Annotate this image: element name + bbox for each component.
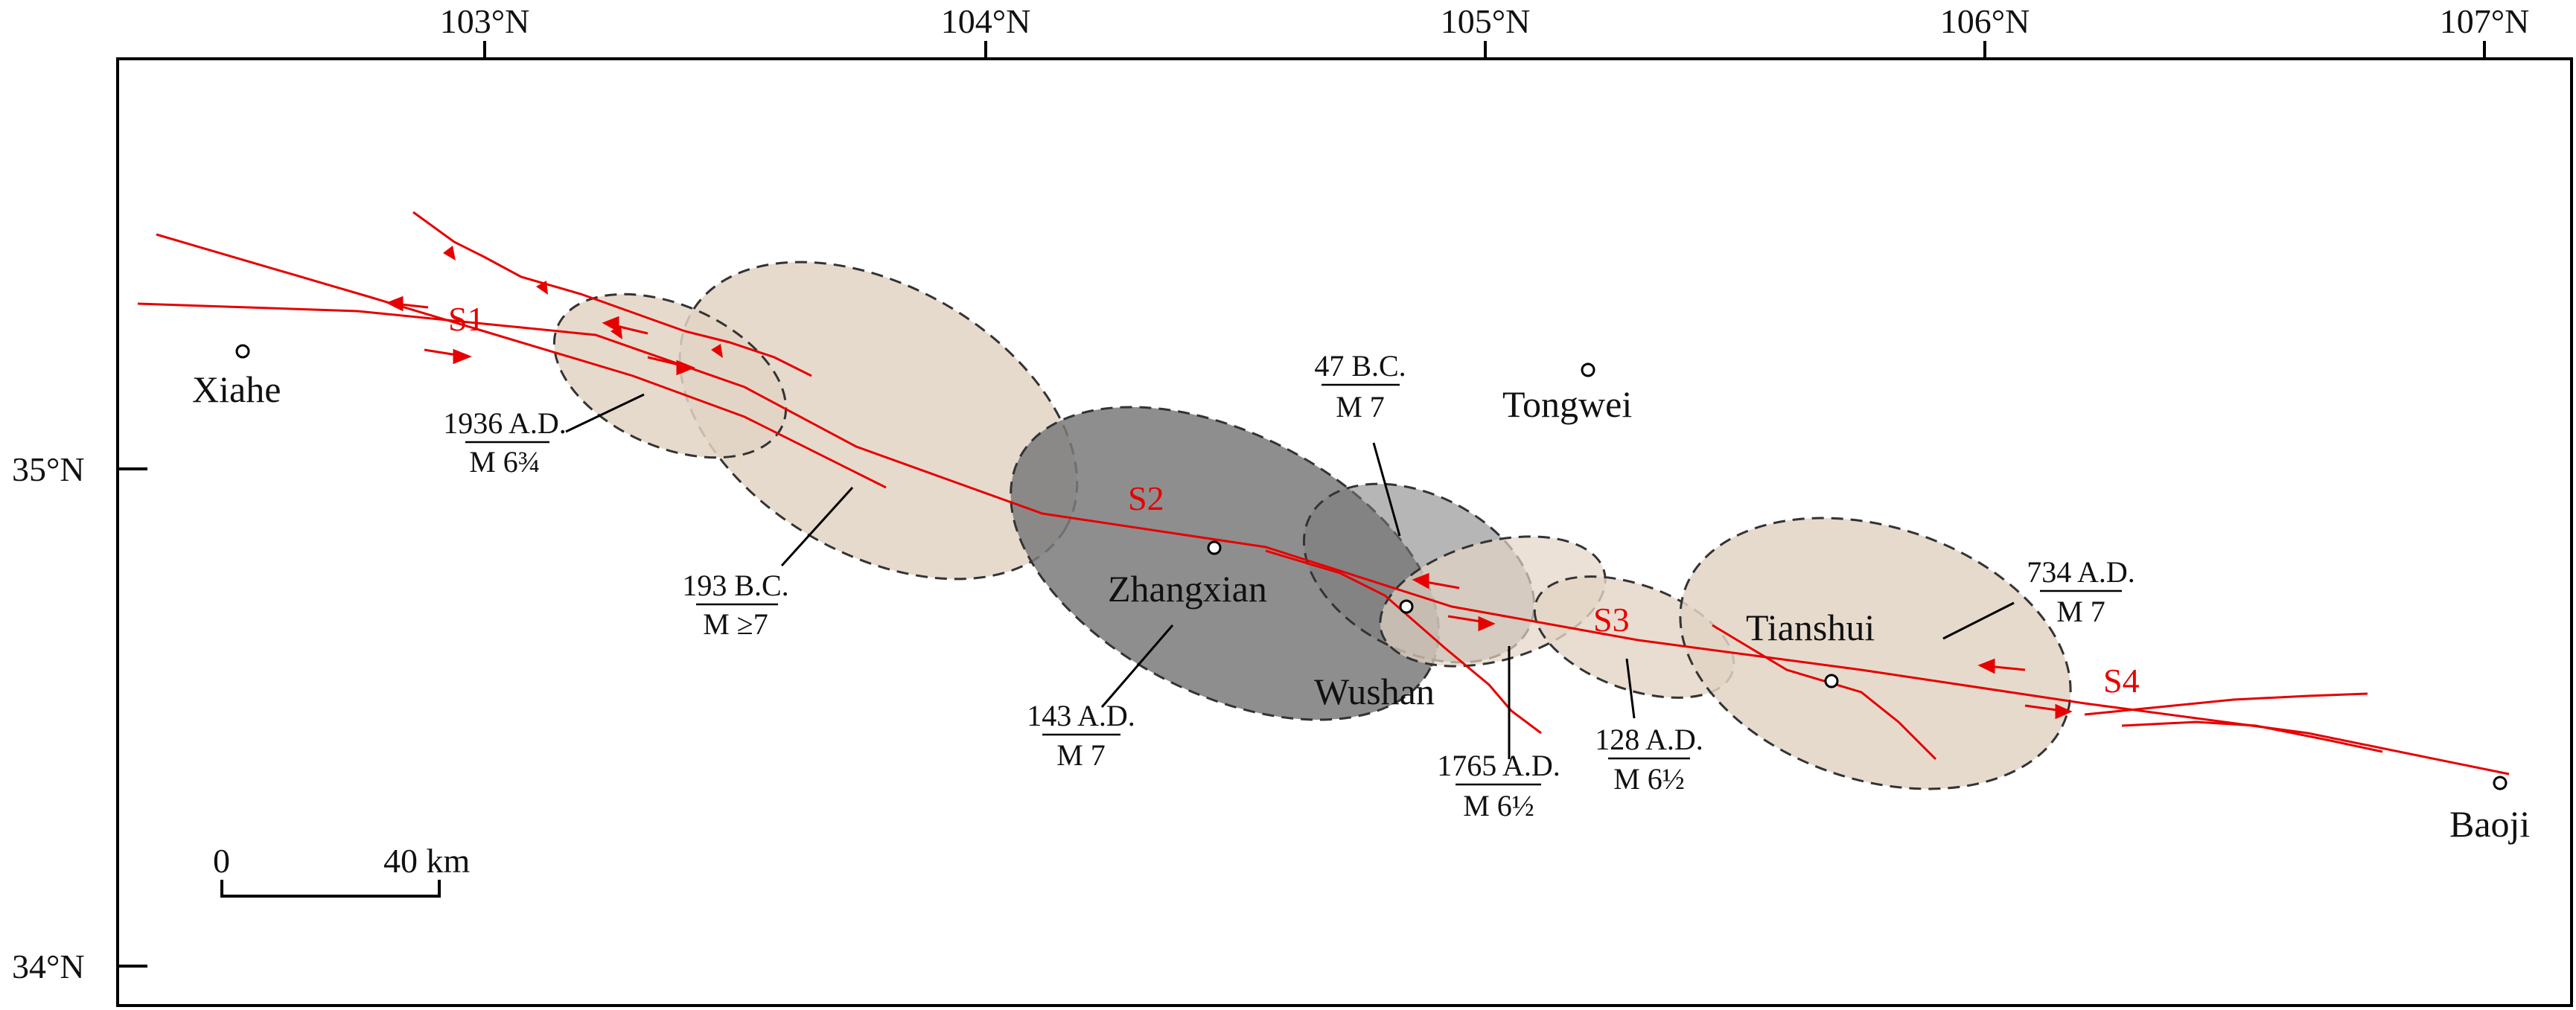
quake-date-1765: 1765 A.D. bbox=[1437, 749, 1560, 782]
thrust-barbs bbox=[443, 246, 723, 358]
barb-2 bbox=[536, 281, 548, 295]
arrow-s1-left-head bbox=[386, 295, 404, 312]
quake-magnitude-1936: M 6¾ bbox=[469, 445, 541, 479]
fault-trace-s4-upper bbox=[2084, 692, 2368, 716]
latitude-label-35: 35°N bbox=[12, 450, 85, 488]
quake-magnitude-128: M 6½ bbox=[1613, 762, 1685, 796]
scale-bar: 0 40 km bbox=[213, 842, 471, 898]
leader-143 bbox=[1100, 624, 1174, 708]
longitude-label-104: 104°N bbox=[941, 2, 1031, 40]
slip-arrows bbox=[386, 295, 2073, 720]
arrow-1936-right-head bbox=[676, 359, 696, 376]
leader-734 bbox=[1942, 601, 2015, 640]
quake-magnitude-193bc: M ≥7 bbox=[703, 607, 768, 641]
fault-traces bbox=[137, 211, 2510, 776]
fault-trace-s1-upper bbox=[412, 211, 812, 377]
arrow-s4-left-head bbox=[1977, 658, 1995, 674]
town-marker-tianshui bbox=[1824, 674, 1839, 688]
segment-label-s2: S2 bbox=[1128, 479, 1164, 517]
barb-4 bbox=[711, 344, 723, 358]
leader-193bc bbox=[780, 486, 854, 567]
latitude-ticks bbox=[118, 467, 147, 968]
quake-magnitude-734: M 7 bbox=[2056, 595, 2105, 628]
town-label-zhangxian: Zhangxian bbox=[1108, 568, 1267, 610]
zone-734 bbox=[1679, 517, 2072, 790]
longitude-label-106: 106°N bbox=[1940, 2, 2030, 40]
quake-date-47bc: 47 B.C. bbox=[1314, 349, 1406, 383]
fault-trace-north bbox=[156, 233, 887, 489]
longitude-ticks bbox=[483, 41, 2486, 59]
zone-1936 bbox=[552, 293, 788, 459]
town-marker-baoji bbox=[2493, 776, 2508, 790]
fault-trace-tianshui-branch bbox=[1712, 624, 1937, 761]
town-marker-xiahe bbox=[235, 344, 250, 359]
quake-magnitude-47bc: M 7 bbox=[1336, 390, 1385, 424]
longitude-label-107: 107°N bbox=[2440, 2, 2530, 40]
segment-label-s3: S3 bbox=[1593, 601, 1630, 639]
quake-date-193bc: 193 B.C. bbox=[682, 569, 788, 602]
town-marker-zhangxian bbox=[1207, 540, 1222, 555]
longitude-label-105: 105°N bbox=[1441, 2, 1531, 40]
scale-bar-start-label: 0 bbox=[213, 842, 230, 880]
zone-143 bbox=[1010, 406, 1440, 721]
scale-bar-end-label: 40 km bbox=[383, 842, 471, 880]
quake-date-128: 128 A.D. bbox=[1595, 723, 1703, 756]
latitude-label-34: 34°N bbox=[12, 947, 85, 985]
barb-3 bbox=[610, 325, 622, 339]
arrow-1765-left-head bbox=[1412, 572, 1429, 589]
fault-trace-s3-branch bbox=[1265, 549, 1542, 735]
leader-lines bbox=[565, 393, 2015, 759]
quake-magnitude-1765: M 6½ bbox=[1463, 789, 1534, 822]
fault-trace-s4-lower bbox=[2121, 720, 2383, 753]
rupture-zones bbox=[552, 261, 2072, 790]
earthquake-labels: 1936 A.D. M 6¾ 193 B.C. M ≥7 47 B.C. M 7… bbox=[443, 349, 2135, 822]
leader-1936 bbox=[565, 393, 645, 433]
scale-bar-line bbox=[220, 880, 441, 898]
segment-label-s1: S1 bbox=[448, 300, 485, 338]
segment-label-s4: S4 bbox=[2103, 662, 2140, 700]
arrow-1936-left-head bbox=[602, 316, 619, 333]
leader-128 bbox=[1625, 658, 1636, 719]
town-label-tongwei: Tongwei bbox=[1502, 383, 1632, 425]
town-marker-tongwei bbox=[1581, 362, 1595, 377]
arrow-s1-right-head bbox=[453, 348, 473, 365]
town-label-baoji: Baoji bbox=[2449, 803, 2530, 845]
town-label-xiahe: Xiahe bbox=[192, 368, 281, 410]
quake-date-143: 143 A.D. bbox=[1027, 699, 1135, 732]
town-label-tianshui: Tianshui bbox=[1746, 607, 1875, 648]
arrow-1765-right-head bbox=[1478, 616, 1496, 632]
quake-date-1936: 1936 A.D. bbox=[443, 406, 567, 440]
quake-date-734: 734 A.D. bbox=[2027, 555, 2135, 589]
quake-magnitude-143: M 7 bbox=[1056, 738, 1106, 772]
longitude-label-103: 103°N bbox=[440, 2, 530, 40]
barb-1 bbox=[443, 246, 456, 261]
town-markers bbox=[235, 344, 2508, 790]
town-label-wushan: Wushan bbox=[1314, 671, 1435, 712]
leader-47bc bbox=[1372, 442, 1401, 537]
fault-trace-main bbox=[137, 302, 2510, 776]
longitude-labels: 103°N 104°N 105°N 106°N 107°N bbox=[440, 2, 2530, 40]
arrow-s4-right-head bbox=[2055, 703, 2073, 720]
town-marker-wushan bbox=[1399, 599, 1414, 614]
